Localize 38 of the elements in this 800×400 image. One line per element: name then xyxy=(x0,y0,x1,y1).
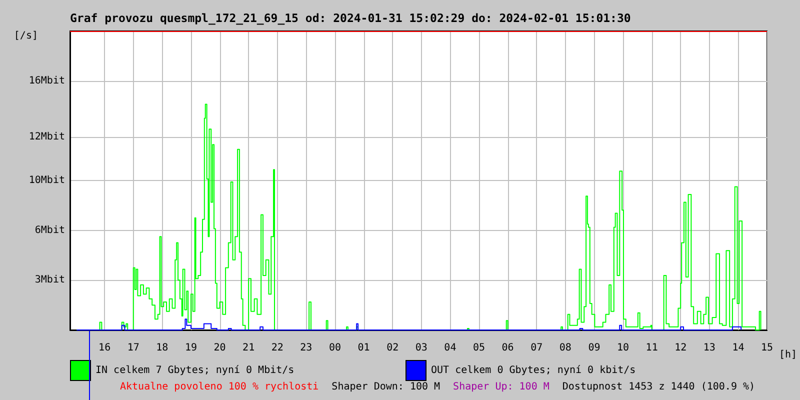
x-tick-label: 07 xyxy=(530,342,543,354)
text: Shaper Up: 100 M xyxy=(453,382,550,392)
x-tick-label: 00 xyxy=(328,342,342,354)
y-tick-label: 3Mbit xyxy=(34,274,65,286)
y-tick-label: 10Mbit xyxy=(28,175,65,186)
x-tick-label: 02 xyxy=(386,342,399,354)
x-tick-label: 08 xyxy=(559,342,572,354)
y-axis-title: [/s] xyxy=(14,30,38,42)
x-tick-label: 12 xyxy=(674,342,687,354)
x-tick-label: 15 xyxy=(760,342,774,354)
x-tick-label: 10 xyxy=(616,342,630,354)
x-tick-label: 01 xyxy=(358,342,370,354)
y-tick-label: 6Mbit xyxy=(34,224,65,236)
text: Dostupnost 1453 z 1440 (100.9 %) xyxy=(562,382,756,392)
x-tick-label: 13 xyxy=(703,342,716,354)
x-tick-label: 18 xyxy=(156,342,168,354)
x-tick-label: 05 xyxy=(472,342,486,354)
x-tick-label: 11 xyxy=(646,342,658,354)
chart-title: Graf provozu quesmpl_172_21_69_15 od: 2024-01-31 15:02:29 do: 2024-02-01 15:01:30 xyxy=(70,11,631,25)
x-tick-label: 06 xyxy=(502,342,514,354)
text: Shaper Down: 100 M xyxy=(332,382,440,392)
y-tick-label: 12Mbit xyxy=(28,131,65,142)
x-tick-label: 14 xyxy=(732,342,744,354)
text: Aktualne povoleno 100 % rychlosti xyxy=(120,382,319,392)
legend-label: IN celkem 7 Gbytes; nyní 0 Mbit/s xyxy=(96,365,294,376)
y-tick-label: 16Mbit xyxy=(28,75,65,86)
legend-label: OUT celkem 0 Gbytes; nyní 0 kbit/s xyxy=(431,365,636,376)
x-tick-label: 09 xyxy=(588,342,600,354)
x-tick-label: 22 xyxy=(271,342,284,354)
x-axis-title: [h] xyxy=(778,350,797,360)
x-tick-label: 17 xyxy=(127,342,140,354)
x-tick-label: 21 xyxy=(242,342,255,354)
x-tick-label: 23 xyxy=(300,342,312,354)
x-tick-label: 03 xyxy=(415,342,428,354)
x-tick-label: 16 xyxy=(98,342,111,354)
x-tick-label: 19 xyxy=(184,342,197,354)
x-tick-label: 20 xyxy=(214,342,226,354)
x-tick-label: 04 xyxy=(444,342,456,354)
